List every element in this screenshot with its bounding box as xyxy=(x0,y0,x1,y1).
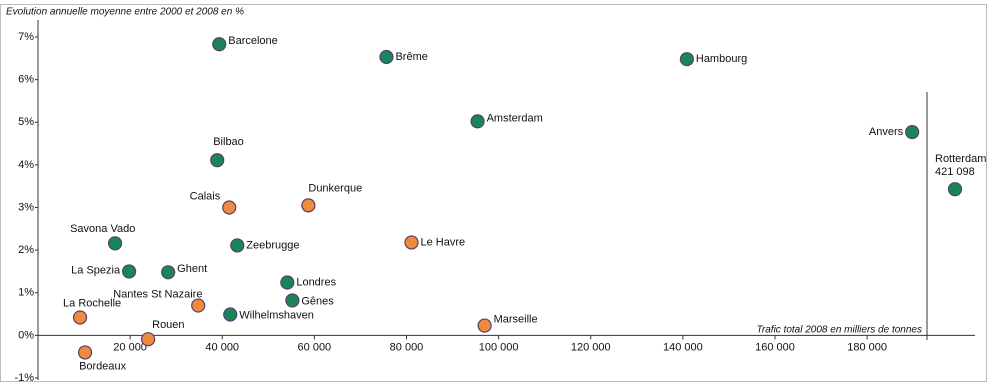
x-tick-label: 120 000 xyxy=(571,341,611,353)
y-tick-label: 7% xyxy=(18,31,34,43)
point xyxy=(379,49,394,65)
x-tick-label: 160 000 xyxy=(755,341,795,353)
point xyxy=(77,345,93,360)
point xyxy=(905,124,920,140)
point-label: Hambourg xyxy=(696,53,747,65)
point-label: Le Havre xyxy=(421,236,466,248)
point xyxy=(108,236,123,251)
x-axis-title: Trafic total 2008 en milliers de tonnes xyxy=(757,325,922,336)
x-tick-label: 100 000 xyxy=(479,341,519,353)
point-label: Brême xyxy=(395,51,427,63)
point-x-label: 421 098 xyxy=(935,166,975,178)
point xyxy=(477,318,492,333)
point xyxy=(679,52,694,67)
point-label: Savona Vado xyxy=(70,223,135,235)
x-tick-label: 80 000 xyxy=(390,341,424,353)
point xyxy=(280,275,295,290)
y-tick-label: 4% xyxy=(18,159,34,171)
point-label: Calais xyxy=(190,190,221,202)
x-tick-label: 40 000 xyxy=(205,341,239,353)
point-label: Rouen xyxy=(152,319,184,331)
point xyxy=(141,332,156,347)
point xyxy=(212,37,227,52)
x-tick-label: 180 000 xyxy=(847,341,887,353)
point xyxy=(72,310,88,325)
point xyxy=(191,298,206,313)
point-label: Zeebrugge xyxy=(246,239,299,251)
x-tick-label: 60 000 xyxy=(298,341,332,353)
point-label: Marseille xyxy=(494,313,538,325)
point xyxy=(404,235,419,250)
point-label: Londres xyxy=(296,276,336,288)
point xyxy=(223,307,238,322)
point-label: La Spezia xyxy=(71,264,121,276)
point-label: Gênes xyxy=(301,295,334,307)
point xyxy=(210,153,225,168)
x-tick-label: 140 000 xyxy=(663,341,703,353)
point-label: Dunkerque xyxy=(308,182,362,194)
point-label: Barcelone xyxy=(228,35,278,47)
y-tick-label: 5% xyxy=(18,116,34,128)
point-label: Bordeaux xyxy=(79,360,127,372)
point xyxy=(285,293,300,308)
point-label: Wilhelmshaven xyxy=(239,309,314,321)
y-tick-label: -1% xyxy=(14,372,34,383)
point-label: Nantes St Nazaire xyxy=(113,288,202,300)
x-tick-label: 20 000 xyxy=(113,341,147,353)
y-tick-label: 2% xyxy=(18,244,34,256)
y-tick-label: 1% xyxy=(18,287,34,299)
point xyxy=(230,238,245,253)
y-axis-title: Evolution annuelle moyenne entre 2000 et… xyxy=(6,7,244,18)
point xyxy=(122,264,137,279)
point-label: Rotterdam xyxy=(935,153,986,165)
point xyxy=(470,114,485,129)
point-label: Bilbao xyxy=(213,136,244,148)
point-label: Ghent xyxy=(177,263,207,275)
point-label: Anvers xyxy=(869,126,904,138)
y-tick-label: 6% xyxy=(18,74,34,86)
y-tick-label: 3% xyxy=(18,201,34,213)
point-label: Amsterdam xyxy=(487,112,543,124)
point xyxy=(301,198,316,213)
point-label: La Rochelle xyxy=(63,297,121,309)
point xyxy=(161,265,176,280)
y-tick-label: 0% xyxy=(18,329,34,341)
point xyxy=(222,200,237,215)
point xyxy=(947,182,963,197)
frame xyxy=(0,4,987,382)
